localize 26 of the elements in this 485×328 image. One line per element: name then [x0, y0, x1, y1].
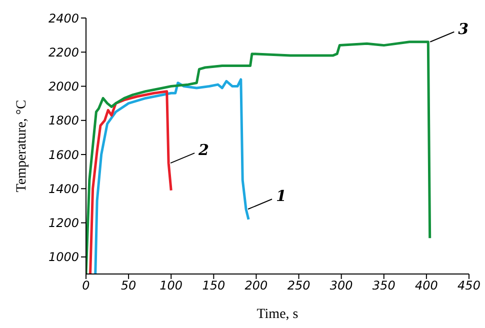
y-tick-label: 1000 [48, 250, 80, 264]
x-tick-label: 350 [372, 278, 396, 293]
x-axis-title: Time, s [256, 307, 298, 322]
y-tick-label: 1800 [48, 114, 80, 128]
x-tick-label: 50 [120, 278, 137, 293]
line-series [94, 78, 250, 274]
x-tick-label: 300 [330, 278, 354, 293]
x-tick-label: 250 [287, 278, 311, 293]
y-tick-label: 1600 [48, 148, 80, 162]
x-tick-label: 100 [160, 278, 183, 293]
x-tick-label: 0 [82, 278, 90, 293]
line-series [89, 90, 172, 274]
text: 3 [458, 20, 469, 38]
y-tick-label: 2200 [48, 45, 80, 60]
line-series [86, 40, 432, 274]
y-axis-title: Temperature, °C [14, 100, 30, 192]
text: 2 [198, 141, 209, 160]
y-tick-label: 2000 [48, 80, 80, 94]
x-tick-label: 400 [414, 278, 438, 293]
x-tick-label: 450 [458, 278, 481, 293]
y-tick-label: 1200 [48, 216, 80, 230]
y-tick-label: 1400 [48, 182, 80, 196]
x-tick-label: 200 [244, 278, 268, 293]
y-tick-label: 2400 [48, 11, 80, 26]
text: 1 [276, 187, 286, 206]
x-tick-label: 150 [202, 278, 226, 293]
